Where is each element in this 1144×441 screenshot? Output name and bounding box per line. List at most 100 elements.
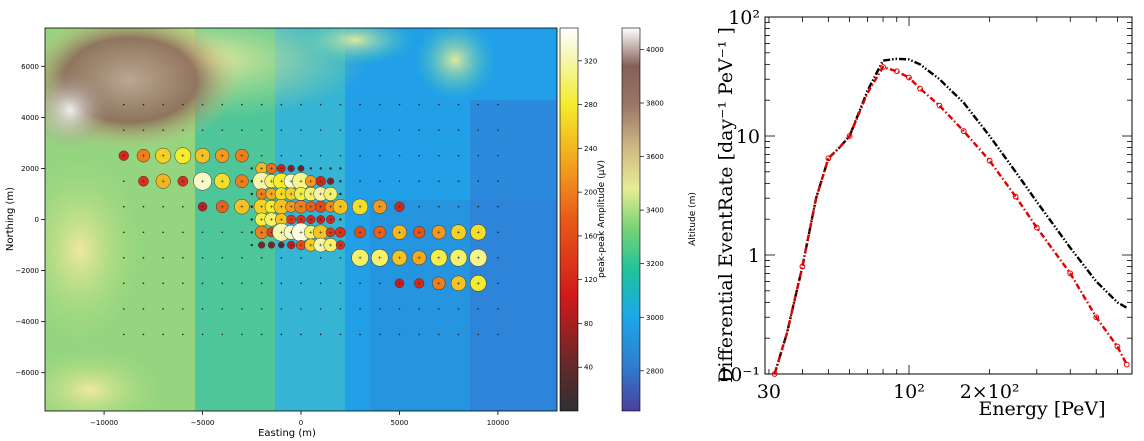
station-dot xyxy=(142,282,145,285)
station-dot xyxy=(359,333,361,336)
station-dot xyxy=(162,205,164,208)
station-dot xyxy=(162,257,164,259)
station-dot xyxy=(201,282,204,285)
station-dot xyxy=(497,257,499,259)
amplitude-colorbar-ticks: 40 80 120 160 200 240 280 320 xyxy=(578,57,597,372)
station-dot xyxy=(418,129,420,131)
rate-y-axis-label: Differential EventRate [day⁻¹ PeV⁻¹ ] xyxy=(715,27,737,383)
colorbar-tick-label: 3600 xyxy=(646,153,664,161)
station-dot xyxy=(162,129,164,131)
station-dot xyxy=(182,308,184,310)
station-dot xyxy=(457,103,460,106)
station-dot xyxy=(122,180,125,182)
station-dot xyxy=(241,129,243,131)
station-dot xyxy=(201,103,204,106)
station-dot xyxy=(162,333,164,336)
rate-series-marker xyxy=(846,133,853,139)
station-dot xyxy=(280,308,283,310)
station-dot xyxy=(378,333,381,336)
station-dot xyxy=(250,218,253,221)
station-dot xyxy=(300,282,302,285)
station-dot xyxy=(182,282,184,285)
station-dot xyxy=(339,218,342,221)
station-dot xyxy=(300,103,302,106)
station-dot xyxy=(122,103,125,106)
rate-series-marker xyxy=(917,85,923,92)
altitude-colorbar-gradient xyxy=(621,27,641,412)
rate-series-marker xyxy=(986,157,993,164)
colorbar-tick-label: 320 xyxy=(584,57,597,65)
altitude-colorbar-label: Altitude (m) xyxy=(688,192,698,246)
station-dot xyxy=(221,308,224,310)
station-dot xyxy=(241,308,243,310)
map-y-ticks: −6000 −4000 −2000 0 2000 4000 6000 xyxy=(15,63,45,377)
station-dot xyxy=(339,257,342,259)
station-dot xyxy=(418,333,420,336)
station-dot xyxy=(280,103,283,106)
station-dot xyxy=(201,129,204,131)
station-dot xyxy=(339,129,342,131)
station-dot xyxy=(398,333,401,336)
station-dot xyxy=(280,257,283,259)
station-dot xyxy=(339,308,342,310)
map-x-ticks: −10000 −5000 0 5000 10000 xyxy=(90,411,509,427)
rate-series-marker xyxy=(799,263,806,270)
colorbar-tick-label: 2800 xyxy=(646,367,664,375)
rate-series-marker xyxy=(960,128,967,134)
map-y-axis-label: Northing (m) xyxy=(5,187,16,251)
station-dot xyxy=(378,180,381,182)
station-dot xyxy=(339,154,342,157)
map-x-tick-label: −10000 xyxy=(90,419,118,427)
station-dot xyxy=(477,103,480,106)
station-dot xyxy=(438,333,440,336)
station-dot xyxy=(418,180,420,182)
station-dot xyxy=(457,205,460,208)
station-dot xyxy=(319,167,322,170)
station-dot xyxy=(378,154,381,157)
colorbar-tick-label: 240 xyxy=(584,145,597,153)
station-dot xyxy=(497,308,499,310)
scatter-map-panel: −10000 −5000 0 5000 10000 −6000 −4000 −2000 0 20… xyxy=(5,27,558,439)
station-dot xyxy=(329,167,332,170)
station-dot xyxy=(241,231,243,234)
station-dot xyxy=(142,231,145,234)
rate-series-marker xyxy=(936,102,943,109)
station-dot xyxy=(457,333,460,336)
station-dot xyxy=(182,205,184,208)
station-dot xyxy=(201,257,204,259)
altitude-colorbar: 2800 3000 3200 3400 3600 3800 4000 Altitude (m… xyxy=(621,27,698,412)
station-dot xyxy=(260,154,263,157)
station-dot xyxy=(260,282,263,285)
map-y-tick-label: 0 xyxy=(35,216,39,224)
altitude-heatmap xyxy=(45,28,557,411)
station-dot xyxy=(339,103,342,106)
map-y-tick-label: 4000 xyxy=(21,114,39,122)
station-dot xyxy=(221,333,224,336)
colorbar-tick-label: 3800 xyxy=(646,99,664,107)
station-dot xyxy=(142,257,145,259)
station-dot xyxy=(359,308,361,310)
station-dot xyxy=(142,103,145,106)
station-dot xyxy=(378,103,381,106)
station-dot xyxy=(162,282,164,285)
station-dot xyxy=(221,282,224,285)
station-dot xyxy=(260,103,263,106)
station-dot xyxy=(162,308,164,310)
station-dot xyxy=(300,308,302,310)
rate-x-tick-label: 2×10² xyxy=(960,381,1020,403)
station-dot xyxy=(378,129,381,131)
rate-x-tick-label: 10² xyxy=(893,381,925,403)
station-dot xyxy=(339,192,342,196)
station-dot xyxy=(260,308,263,310)
station-dot xyxy=(418,103,420,106)
station-dot xyxy=(319,103,322,106)
colorbar-tick-label: 120 xyxy=(584,276,597,284)
station-dot xyxy=(280,129,283,131)
amplitude-points xyxy=(118,147,488,292)
station-dot xyxy=(300,333,302,336)
rate-series-marker xyxy=(1067,270,1074,277)
station-dot xyxy=(319,308,322,310)
station-dot xyxy=(359,154,361,157)
station-dot xyxy=(339,180,342,183)
station-dot xyxy=(241,103,243,106)
